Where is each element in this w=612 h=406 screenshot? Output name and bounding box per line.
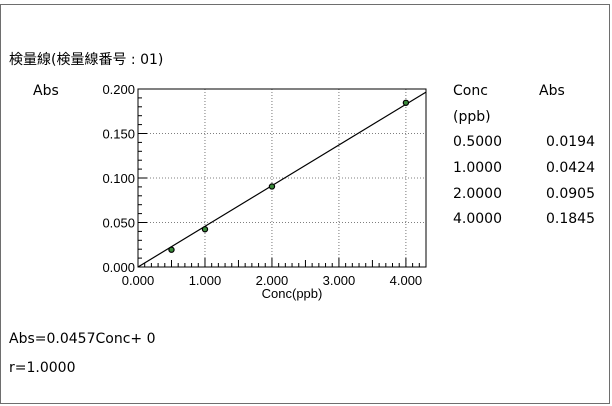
x-tick-label: 0.000 [122,273,155,288]
axis-ticks: 0.000 1.000 2.000 3.000 4.000 0.000 0.050 0.100… [102,82,422,288]
table-header-abs: Abs [539,83,565,99]
y-tick-label: 0.150 [102,127,135,142]
table-row-conc: 4.0000 [453,211,502,227]
table-row-conc: 1.0000 [453,160,502,176]
correlation-coefficient: r=1.0000 [9,360,76,376]
data-point [268,183,276,190]
regression-equation: Abs=0.0457Conc+ 0 [9,331,156,347]
table-header-conc: Conc [453,83,488,99]
table-row-abs: 0.0905 [546,186,595,202]
y-tick-label: 0.200 [102,82,135,97]
y-tick-label: 0.050 [102,216,135,231]
table-header-conc-unit: (ppb) [453,109,491,125]
calibration-report-panel: 検量線(検量線番号 : 01) Abs 0.000 1.000 2.000 3.000… [0,4,610,404]
table-row-abs: 0.1845 [546,211,595,227]
table-row-conc: 2.0000 [453,186,502,202]
x-tick-label: 4.000 [390,273,423,288]
table-row-abs: 0.0424 [546,160,595,176]
calibration-chart: 0.000 1.000 2.000 3.000 4.000 0.000 0.050 0.100… [102,82,427,301]
x-axis-title: Conc(ppb) [262,286,323,301]
x-tick-label: 3.000 [323,273,356,288]
x-tick-label: 2.000 [256,273,289,288]
regression-line-layer [137,91,427,268]
data-point [168,246,175,253]
table-row-abs: 0.0194 [546,134,595,150]
y-axis-title: Abs [33,83,59,99]
data-point [201,226,209,233]
data-points [168,99,410,253]
y-tick-label: 0.000 [102,260,135,275]
x-tick-label: 1.000 [189,273,222,288]
y-tick-label: 0.100 [102,171,135,186]
chart-title: 検量線(検量線番号 : 01) [9,52,164,68]
regression-line [137,91,427,268]
data-point [402,99,410,106]
table-row-conc: 0.5000 [453,134,502,150]
